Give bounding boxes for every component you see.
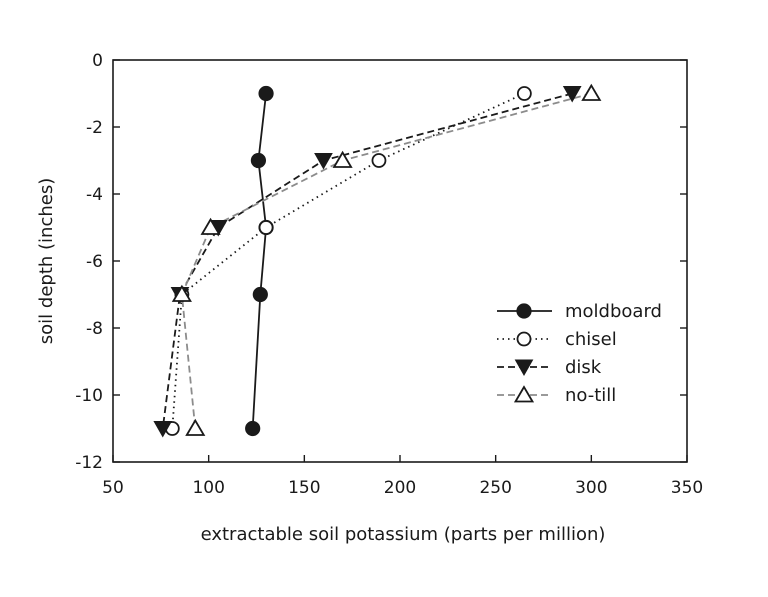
point-chisel-1: [371, 153, 387, 168]
series-line-chisel: [171, 92, 525, 429]
y-tick-label-neg4: -4: [86, 185, 103, 205]
x-tick-label-300: 300: [575, 478, 607, 498]
y-tick-label-neg8: -8: [86, 319, 103, 339]
point-moldboard-1: [250, 152, 267, 169]
legend-marker-disk: [514, 359, 534, 377]
legend-marker-moldboard: [516, 303, 532, 319]
point-disk-0: [562, 86, 582, 103]
point-moldboard-4: [245, 420, 261, 437]
series-line-moldboard: [251, 93, 267, 429]
x-tick-label-150: 150: [288, 478, 320, 498]
y-tick-label-neg12: -12: [75, 453, 103, 473]
point-chisel-2: [258, 220, 274, 235]
legend-label-disk: disk: [565, 357, 602, 378]
point-moldboard-3: [252, 286, 268, 303]
point-no-till-0: [581, 83, 602, 101]
y-axis-title: soil depth (inches): [36, 178, 57, 344]
x-axis-title: extractable soil potassium (parts per mi…: [201, 524, 606, 545]
y-tick-label-neg2: -2: [86, 118, 103, 138]
x-tick-label-350: 350: [671, 478, 703, 498]
y-tick-label-neg10: -10: [75, 386, 103, 406]
legend-label-no-till: no-till: [565, 385, 616, 406]
y-tick-label-0: 0: [92, 51, 103, 71]
x-tick-label-200: 200: [384, 478, 416, 498]
point-no-till-4: [185, 418, 206, 436]
x-tick-label-250: 250: [479, 478, 511, 498]
point-moldboard-0: [258, 85, 274, 102]
point-no-till-3: [171, 284, 192, 302]
legend-marker-no-till: [513, 385, 535, 403]
x-tick-label-50: 50: [102, 478, 124, 498]
legend-label-moldboard: moldboard: [565, 301, 662, 322]
point-no-till-1: [332, 150, 353, 168]
point-disk-4: [153, 421, 173, 438]
legend-marker-chisel: [516, 331, 532, 347]
point-chisel-0: [516, 86, 532, 101]
legend-label-chisel: chisel: [565, 329, 617, 350]
series-line-disk: [161, 92, 573, 429]
point-no-till-2: [200, 217, 221, 235]
y-tick-label-neg6: -6: [86, 252, 103, 272]
series-line-no-till: [180, 92, 592, 429]
point-disk-1: [314, 153, 333, 170]
x-tick-label-100: 100: [192, 478, 224, 498]
